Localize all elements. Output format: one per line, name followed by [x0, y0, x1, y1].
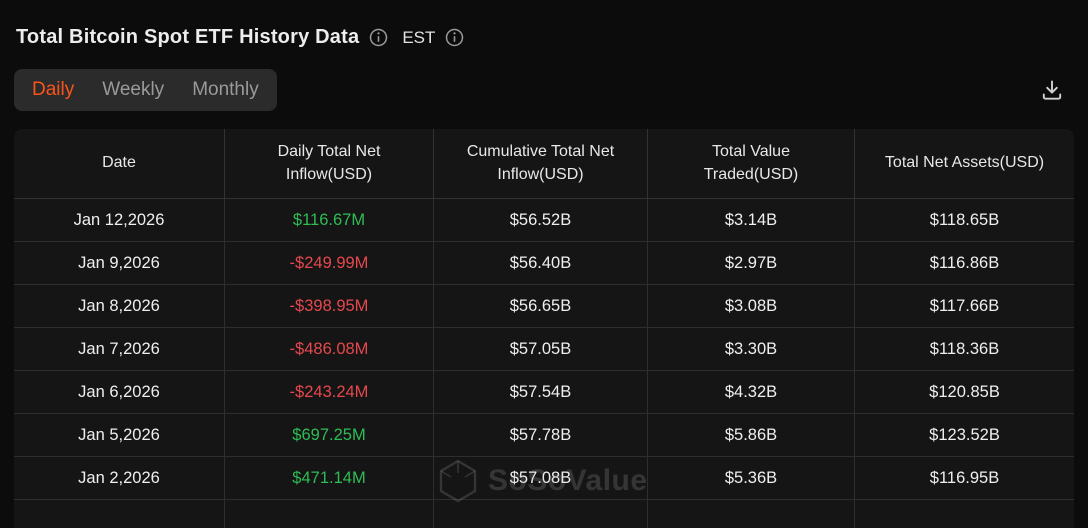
header-cell-cumulative-net-inflow: Cumulative Total Net Inflow(USD): [434, 129, 648, 199]
cell-total-net-assets: $116.95B: [855, 457, 1074, 500]
cell-cumulative-net-inflow: $57.08B: [434, 457, 648, 500]
cell-daily-net-inflow: -$249.99M: [225, 242, 434, 285]
cell-empty: [434, 500, 648, 528]
toolbar: Daily Weekly Monthly: [14, 69, 1074, 111]
table-row: Jan 5,2026 $697.25M $57.78B $5.86B $123.52B: [14, 414, 1074, 457]
cell-total-net-assets: $118.36B: [855, 328, 1074, 371]
table-row: Jan 8,2026 -$398.95M $56.65B $3.08B $117.66B: [14, 285, 1074, 328]
table-row: Jan 12,2026 $116.67M $56.52B $3.14B $118.65B: [14, 199, 1074, 242]
cell-daily-net-inflow: $697.25M: [225, 414, 434, 457]
header-cell-total-net-assets: Total Net Assets(USD): [855, 129, 1074, 199]
header-cell-date: Date: [14, 129, 225, 199]
cell-date: Jan 2,2026: [14, 457, 225, 500]
table-row: Jan 6,2026 -$243.24M $57.54B $4.32B $120.85B: [14, 371, 1074, 414]
cell-total-net-assets: $120.85B: [855, 371, 1074, 414]
cell-empty: [855, 500, 1074, 528]
cell-date: Jan 6,2026: [14, 371, 225, 414]
header-cell-total-value-traded: Total Value Traded(USD): [648, 129, 855, 199]
cell-empty: [225, 500, 434, 528]
header-cell-daily-net-inflow: Daily Total Net Inflow(USD): [225, 129, 434, 199]
cell-cumulative-net-inflow: $56.52B: [434, 199, 648, 242]
cell-total-net-assets: $118.65B: [855, 199, 1074, 242]
cell-empty: [14, 500, 225, 528]
tab-monthly[interactable]: Monthly: [192, 79, 259, 100]
etf-history-table: Date Daily Total Net Inflow(USD) Cumulat…: [14, 129, 1074, 528]
cell-total-value-traded: $3.14B: [648, 199, 855, 242]
table-header-row: Date Daily Total Net Inflow(USD) Cumulat…: [14, 129, 1074, 199]
info-icon[interactable]: [369, 28, 388, 47]
cell-daily-net-inflow: -$486.08M: [225, 328, 434, 371]
table-row-partial: [14, 500, 1074, 528]
cell-cumulative-net-inflow: $57.54B: [434, 371, 648, 414]
cell-cumulative-net-inflow: $56.40B: [434, 242, 648, 285]
table-row: Jan 7,2026 -$486.08M $57.05B $3.30B $118.36B: [14, 328, 1074, 371]
table-body: Jan 12,2026 $116.67M $56.52B $3.14B $118.65B…: [14, 199, 1074, 528]
table-row: Jan 2,2026 $471.14M $57.08B $5.36B $116.95B: [14, 457, 1074, 500]
cell-total-value-traded: $5.36B: [648, 457, 855, 500]
cell-daily-net-inflow: $471.14M: [225, 457, 434, 500]
cell-total-net-assets: $117.66B: [855, 285, 1074, 328]
title-row: Total Bitcoin Spot ETF History Data EST: [14, 0, 1074, 49]
cell-cumulative-net-inflow: $57.78B: [434, 414, 648, 457]
info-icon[interactable]: [445, 28, 464, 47]
cell-total-value-traded: $2.97B: [648, 242, 855, 285]
cell-total-value-traded: $4.32B: [648, 371, 855, 414]
cell-empty: [648, 500, 855, 528]
interval-tab-group: Daily Weekly Monthly: [14, 69, 277, 111]
table-row: Jan 9,2026 -$249.99M $56.40B $2.97B $116.86B: [14, 242, 1074, 285]
cell-date: Jan 8,2026: [14, 285, 225, 328]
cell-cumulative-net-inflow: $56.65B: [434, 285, 648, 328]
cell-total-value-traded: $3.08B: [648, 285, 855, 328]
page-title: Total Bitcoin Spot ETF History Data: [16, 26, 360, 48]
cell-date: Jan 7,2026: [14, 328, 225, 371]
cell-daily-net-inflow: -$398.95M: [225, 285, 434, 328]
cell-date: Jan 9,2026: [14, 242, 225, 285]
download-button[interactable]: [1036, 74, 1068, 106]
cell-cumulative-net-inflow: $57.05B: [434, 328, 648, 371]
cell-date: Jan 5,2026: [14, 414, 225, 457]
cell-total-net-assets: $116.86B: [855, 242, 1074, 285]
cell-daily-net-inflow: -$243.24M: [225, 371, 434, 414]
timezone-label: EST: [402, 27, 436, 47]
tab-weekly[interactable]: Weekly: [102, 79, 165, 100]
tab-daily[interactable]: Daily: [32, 79, 75, 100]
cell-total-value-traded: $5.86B: [648, 414, 855, 457]
cell-date: Jan 12,2026: [14, 199, 225, 242]
cell-total-net-assets: $123.52B: [855, 414, 1074, 457]
cell-total-value-traded: $3.30B: [648, 328, 855, 371]
download-icon: [1040, 78, 1064, 102]
cell-daily-net-inflow: $116.67M: [225, 199, 434, 242]
